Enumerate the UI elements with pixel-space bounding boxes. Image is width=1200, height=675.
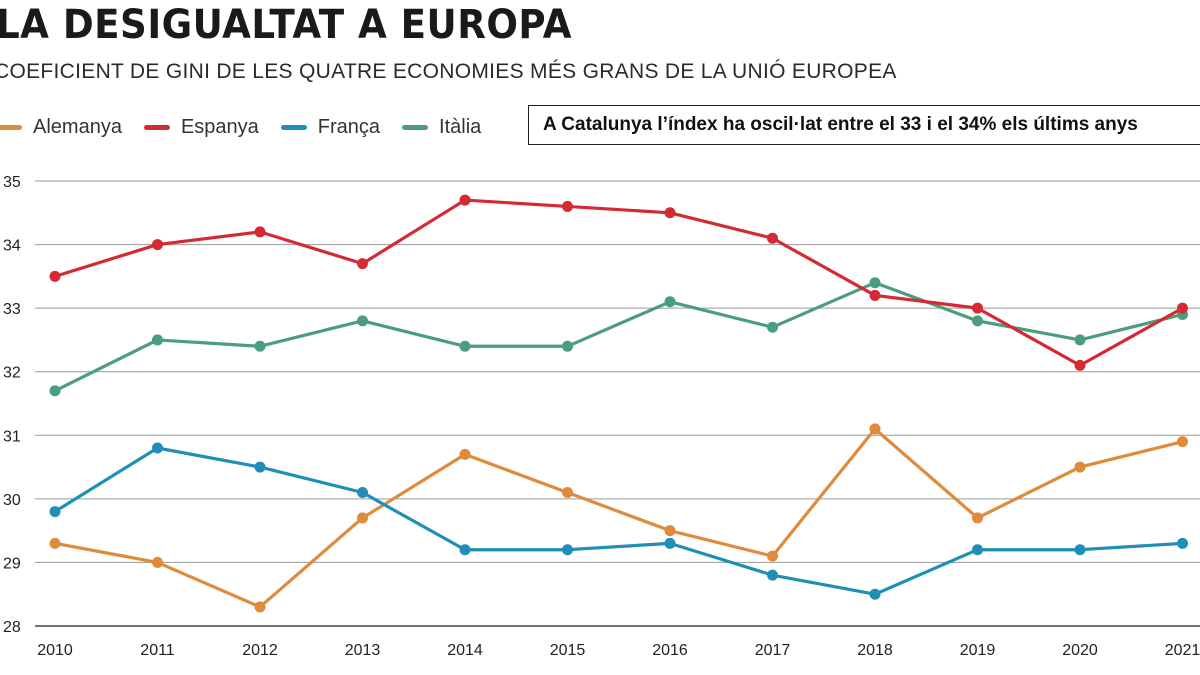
data-point-italia-2016 [664, 296, 676, 308]
data-point-franca-2020 [1074, 544, 1086, 556]
data-point-alemanya-2019 [972, 512, 983, 524]
legend-item-alemanya: Alemanya [0, 116, 122, 139]
data-point-italia-2013 [357, 315, 368, 327]
x-tick-label: 2016 [652, 642, 688, 659]
y-tick-label: 28 [3, 619, 21, 636]
series-espanya [49, 194, 1188, 371]
x-tick-label: 2020 [1062, 642, 1098, 659]
legend-label-italia: Itàlia [439, 115, 482, 138]
y-tick-label: 31 [3, 428, 21, 445]
data-point-espanya-2018 [869, 289, 881, 301]
data-point-alemanya-2014 [459, 448, 471, 460]
legend-swatch-franca [280, 124, 307, 130]
data-point-alemanya-2021 [1177, 436, 1188, 448]
data-point-espanya-2015 [562, 200, 573, 212]
data-point-espanya-2010 [49, 270, 61, 282]
legend-item-franca: França [280, 115, 381, 139]
data-point-franca-2010 [49, 506, 61, 518]
data-point-espanya-2019 [972, 302, 983, 314]
data-point-italia-2015 [562, 340, 573, 352]
x-tick-label: 2010 [37, 642, 73, 659]
y-tick-label: 29 [3, 555, 21, 572]
data-point-espanya-2017 [767, 232, 778, 244]
y-tick-label: 35 [3, 174, 21, 191]
data-point-alemanya-2012 [254, 601, 266, 613]
series-line-alemanya [53, 427, 1185, 609]
x-tick-label: 2014 [447, 642, 483, 659]
data-point-italia-2011 [152, 334, 163, 346]
data-point-franca-2021 [1177, 537, 1188, 549]
data-point-franca-2015 [562, 544, 573, 556]
series-italia [49, 277, 1188, 397]
x-tick-label: 2012 [242, 642, 278, 659]
series-group [49, 194, 1188, 613]
x-tick-label: 2013 [345, 642, 381, 659]
data-point-alemanya-2011 [152, 556, 163, 568]
data-point-italia-2019 [972, 315, 983, 327]
data-point-franca-2016 [664, 537, 676, 549]
data-point-franca-2014 [459, 544, 471, 556]
data-point-espanya-2016 [664, 207, 676, 219]
x-tick-label: 2011 [140, 642, 175, 659]
data-point-italia-2020 [1074, 334, 1086, 346]
y-axis-ticks: 28 29 30 31 32 33 34 35 [3, 174, 21, 636]
catalonia-note-box: A Catalunya l’índex ha oscil·lat entre e… [528, 105, 1200, 145]
data-point-espanya-2012 [254, 226, 266, 238]
series-franca [49, 442, 1188, 600]
x-tick-label: 2018 [857, 642, 893, 659]
data-point-italia-2014 [459, 340, 471, 352]
legend-label-alemanya: Alemanya [33, 115, 122, 138]
data-point-italia-2012 [254, 340, 266, 352]
data-point-alemanya-2010 [49, 537, 61, 549]
chart-title: LA DESIGUALTAT A EUROPA [0, 2, 572, 48]
y-tick-label: 34 [3, 238, 21, 255]
data-point-alemanya-2018 [869, 423, 881, 435]
y-tick-label: 33 [3, 301, 21, 318]
data-point-alemanya-2016 [664, 525, 676, 537]
x-tick-label: 2019 [960, 642, 996, 659]
legend-swatch-italia [402, 124, 429, 130]
x-tick-label: 2015 [550, 642, 586, 659]
y-tick-label: 30 [3, 492, 21, 509]
data-point-alemanya-2013 [357, 512, 368, 524]
grid-lines [35, 180, 1200, 627]
x-axis-ticks: 2010 2011 2012 2013 2014 2015 2016 2017 2018 2019… [37, 642, 1200, 659]
x-tick-label: 2017 [755, 642, 791, 659]
data-point-franca-2017 [767, 569, 778, 581]
data-point-franca-2019 [972, 544, 983, 556]
data-point-franca-2011 [152, 442, 163, 454]
data-point-espanya-2011 [152, 239, 163, 251]
legend-label-espanya: Espanya [180, 115, 259, 138]
data-point-espanya-2014 [459, 194, 471, 206]
data-point-italia-2018 [869, 277, 881, 289]
data-point-italia-2010 [49, 385, 61, 397]
data-point-franca-2012 [254, 461, 266, 473]
data-point-franca-2018 [869, 588, 881, 600]
legend-label-franca: França [317, 115, 381, 138]
data-point-alemanya-2020 [1074, 461, 1086, 473]
series-line-franca [53, 446, 1185, 596]
data-point-espanya-2013 [357, 258, 368, 270]
data-point-italia-2017 [767, 321, 778, 333]
legend-swatch-espanya [143, 124, 170, 130]
series-alemanya [49, 423, 1188, 613]
legend-item-espanya: Espanya [143, 115, 259, 139]
data-point-espanya-2021 [1177, 302, 1188, 314]
data-point-alemanya-2017 [767, 550, 778, 562]
y-tick-label: 32 [3, 365, 21, 382]
series-line-espanya [53, 198, 1185, 367]
data-point-alemanya-2015 [562, 487, 573, 498]
x-tick-label: 2021 [1165, 642, 1200, 659]
legend: Alemanya Espanya França Itàlia [0, 112, 503, 142]
legend-swatch-alemanya [0, 124, 22, 130]
data-point-espanya-2020 [1074, 359, 1086, 371]
chart-subtitle: COEFICIENT DE GINI DE LES QUATRE ECONOMI… [0, 60, 897, 83]
data-point-franca-2013 [357, 487, 368, 498]
series-line-italia [53, 281, 1185, 393]
legend-item-italia: Itàlia [402, 116, 481, 139]
